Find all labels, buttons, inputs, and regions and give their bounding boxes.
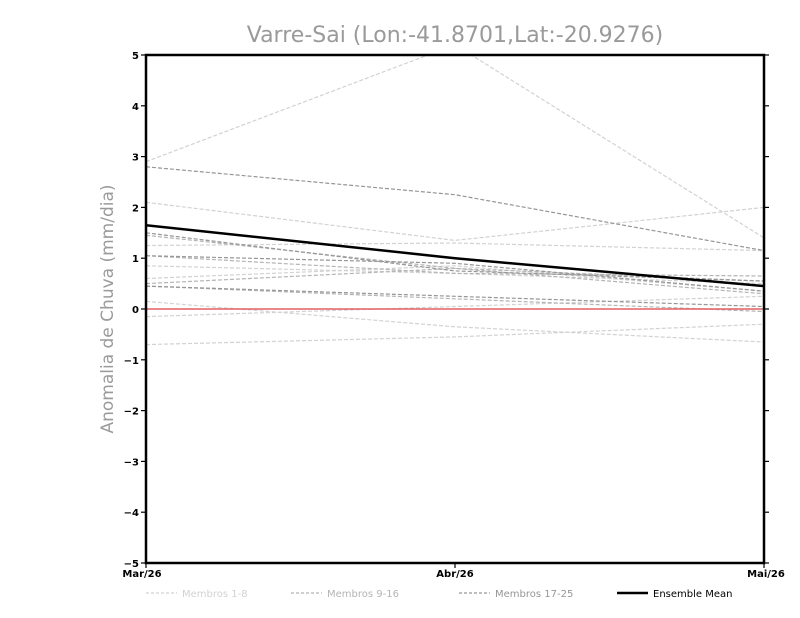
y-tick-label: 3	[132, 153, 139, 164]
series-line-member-16	[146, 285, 764, 308]
legend-label: Membros 9-16	[327, 589, 399, 600]
series-line-member-10	[146, 255, 764, 277]
series-line-member-7	[146, 295, 764, 318]
series-line-member-13	[146, 166, 764, 252]
series-line-member-5	[146, 300, 764, 343]
series-line-member-2	[146, 201, 764, 242]
series-line-member-3	[146, 242, 764, 252]
y-tick-label: 5	[132, 51, 139, 62]
series-line-member-12	[146, 285, 764, 313]
y-tick-label: 2	[132, 203, 139, 214]
series-layer	[146, 55, 764, 346]
chart-title: Varre-Sai (Lon:-41.8701,Lat:-20.9276)	[247, 23, 664, 48]
y-tick-label: −5	[124, 559, 139, 570]
series-line-member-8	[146, 265, 764, 292]
series-line-member-6	[146, 323, 764, 346]
legend-label: Ensemble Mean	[653, 589, 732, 600]
legend-label: Membros 17-25	[495, 589, 573, 600]
legend: Membros 1-8 Membros 9-16 Membros 17-25 Ense…	[146, 589, 732, 600]
series-line-member-15	[146, 255, 764, 292]
y-tick-label: 4	[132, 102, 139, 113]
y-tick-label: −4	[124, 508, 139, 519]
y-tick-label: 1	[132, 254, 139, 265]
y-tick-label: −1	[124, 356, 139, 367]
y-tick-label: 0	[132, 305, 139, 316]
series-line-member-1	[146, 55, 764, 239]
axes: −5 −4 −3 −2 −1 0 1 2 3 4 5 Mar/26 Abr/26 Mai/26	[122, 51, 784, 580]
series-line-ensemble-mean	[146, 223, 764, 288]
x-tick-label: Abr/26	[436, 569, 473, 580]
x-tick-label: Mai/26	[747, 569, 785, 580]
y-tick-label: −2	[124, 407, 139, 418]
x-tick-label: Mar/26	[122, 569, 161, 580]
series-line-member-11	[146, 267, 764, 295]
y-axis-label: Anomalia de Chuva (mm/dia)	[98, 184, 118, 433]
legend-label: Membros 1-8	[182, 589, 248, 600]
y-tick-label: −3	[124, 457, 139, 468]
